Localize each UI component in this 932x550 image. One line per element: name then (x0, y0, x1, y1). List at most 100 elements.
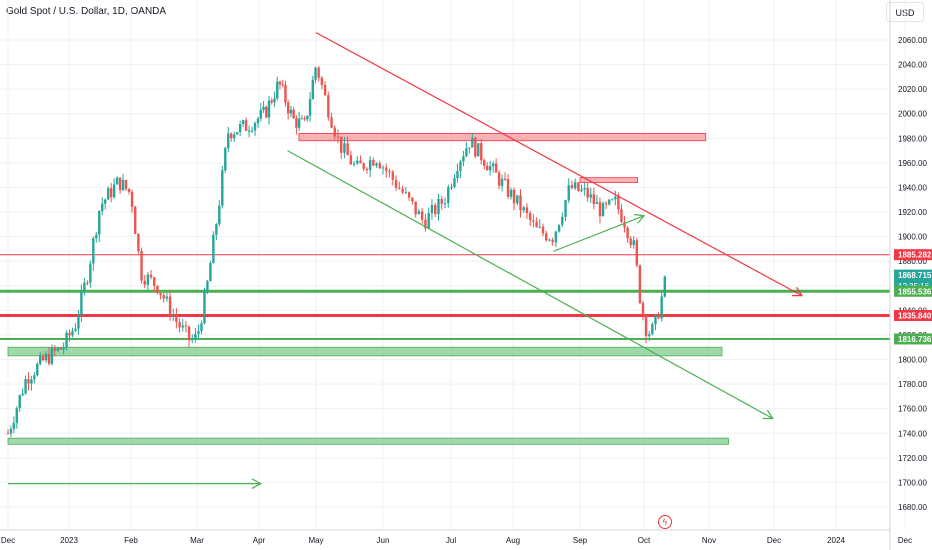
trendline-arrow (791, 286, 804, 297)
candle-body (24, 379, 27, 394)
candle-body (417, 211, 421, 215)
price-axis-tick: 1960.00 (898, 159, 927, 168)
candle-body (617, 196, 620, 210)
candle-body (486, 165, 489, 171)
candle-body (586, 187, 589, 198)
candle-body (378, 163, 381, 169)
candle-body (77, 315, 80, 329)
candle-body (519, 195, 522, 211)
candle-body (525, 207, 529, 214)
candle-body (56, 348, 59, 351)
price-axis-tick: 1720.00 (898, 454, 927, 463)
candle-body (654, 315, 657, 325)
candle-body (465, 148, 468, 157)
candle-body (153, 277, 156, 286)
candle-body (47, 353, 51, 364)
zone-rect (298, 132, 707, 142)
candle-body (601, 203, 605, 217)
candle-body (323, 85, 327, 96)
candle-body (278, 81, 282, 85)
candle-body (407, 192, 411, 198)
candle-body (391, 171, 394, 180)
candle-body (453, 178, 456, 187)
candle-body (471, 137, 474, 148)
candle-body (191, 339, 194, 341)
candle-body (468, 147, 471, 149)
candle-body (127, 188, 131, 192)
candle-body (577, 182, 580, 191)
price-axis-tick: 1780.00 (898, 380, 927, 389)
candle-body (130, 191, 134, 207)
candle-body (140, 251, 143, 281)
candle-body (663, 276, 666, 297)
candle-body (292, 109, 295, 119)
lightning-icon[interactable]: ϟ (658, 515, 672, 529)
candle-body (121, 180, 125, 190)
candle-body (297, 118, 301, 128)
candle-body (477, 143, 480, 157)
candle-body (124, 180, 128, 189)
candle-body (375, 163, 378, 166)
candle-body (156, 285, 159, 293)
price-axis-tick: 1740.00 (898, 429, 927, 438)
candle-body (512, 189, 516, 204)
candle-body (206, 281, 209, 293)
candle-body (112, 184, 116, 198)
candle-body (303, 118, 306, 120)
candle-body (221, 170, 224, 206)
candle-body (459, 161, 462, 171)
candle-body (365, 168, 369, 171)
candle-body (178, 321, 181, 328)
price-axis-tick: 1920.00 (898, 208, 927, 217)
candle-body (651, 324, 654, 335)
time-axis-label: May (308, 536, 323, 545)
candle-body (657, 315, 660, 319)
candle-body (554, 231, 558, 243)
candle-body (629, 238, 632, 246)
candle-body (6, 433, 10, 435)
candle-body (497, 172, 501, 186)
candle-body (488, 166, 492, 171)
price-axis-tick: 1880.00 (898, 257, 927, 266)
candle-body (101, 203, 104, 211)
candle-body (137, 233, 140, 252)
candle-body (333, 127, 336, 137)
candle-body (267, 100, 271, 118)
candle-body (437, 198, 440, 215)
candle-body (500, 178, 504, 186)
candle-body (314, 67, 317, 80)
candle-body (209, 263, 212, 282)
candle-body (362, 163, 365, 169)
candle-body (434, 205, 437, 215)
candle-body (134, 206, 137, 234)
candle-body (256, 118, 260, 124)
candle-body (317, 67, 320, 78)
candle-body (104, 199, 107, 204)
time-axis-label: Mar (190, 536, 204, 545)
candle-body (53, 348, 57, 351)
candle-body (440, 198, 443, 204)
candle-body (259, 109, 263, 119)
candle-body (420, 211, 424, 220)
candle-body (450, 186, 453, 188)
price-label: 1868.715 (898, 271, 932, 280)
candle-body (244, 120, 248, 131)
time-axis-label: Sep (573, 536, 588, 545)
time-axis: Dec 2023 Feb Mar Apr May Jun Jul Aug Sep Oct Nov Dec… (0, 529, 912, 545)
candle-body (427, 213, 430, 229)
candle-body (295, 118, 298, 128)
candle-body (623, 222, 626, 228)
candle-body (494, 163, 498, 173)
candle-body (115, 177, 119, 185)
candle-body (281, 84, 284, 86)
candle-body (509, 189, 513, 197)
price-axis-tick: 2060.00 (898, 36, 927, 45)
candle-body (247, 130, 251, 132)
price-axis-tick: 1800.00 (898, 356, 927, 365)
candle-body (592, 194, 596, 204)
candle-body (265, 106, 268, 118)
candle-body (289, 109, 293, 114)
candle-body (660, 296, 663, 319)
candle-body (187, 326, 191, 341)
